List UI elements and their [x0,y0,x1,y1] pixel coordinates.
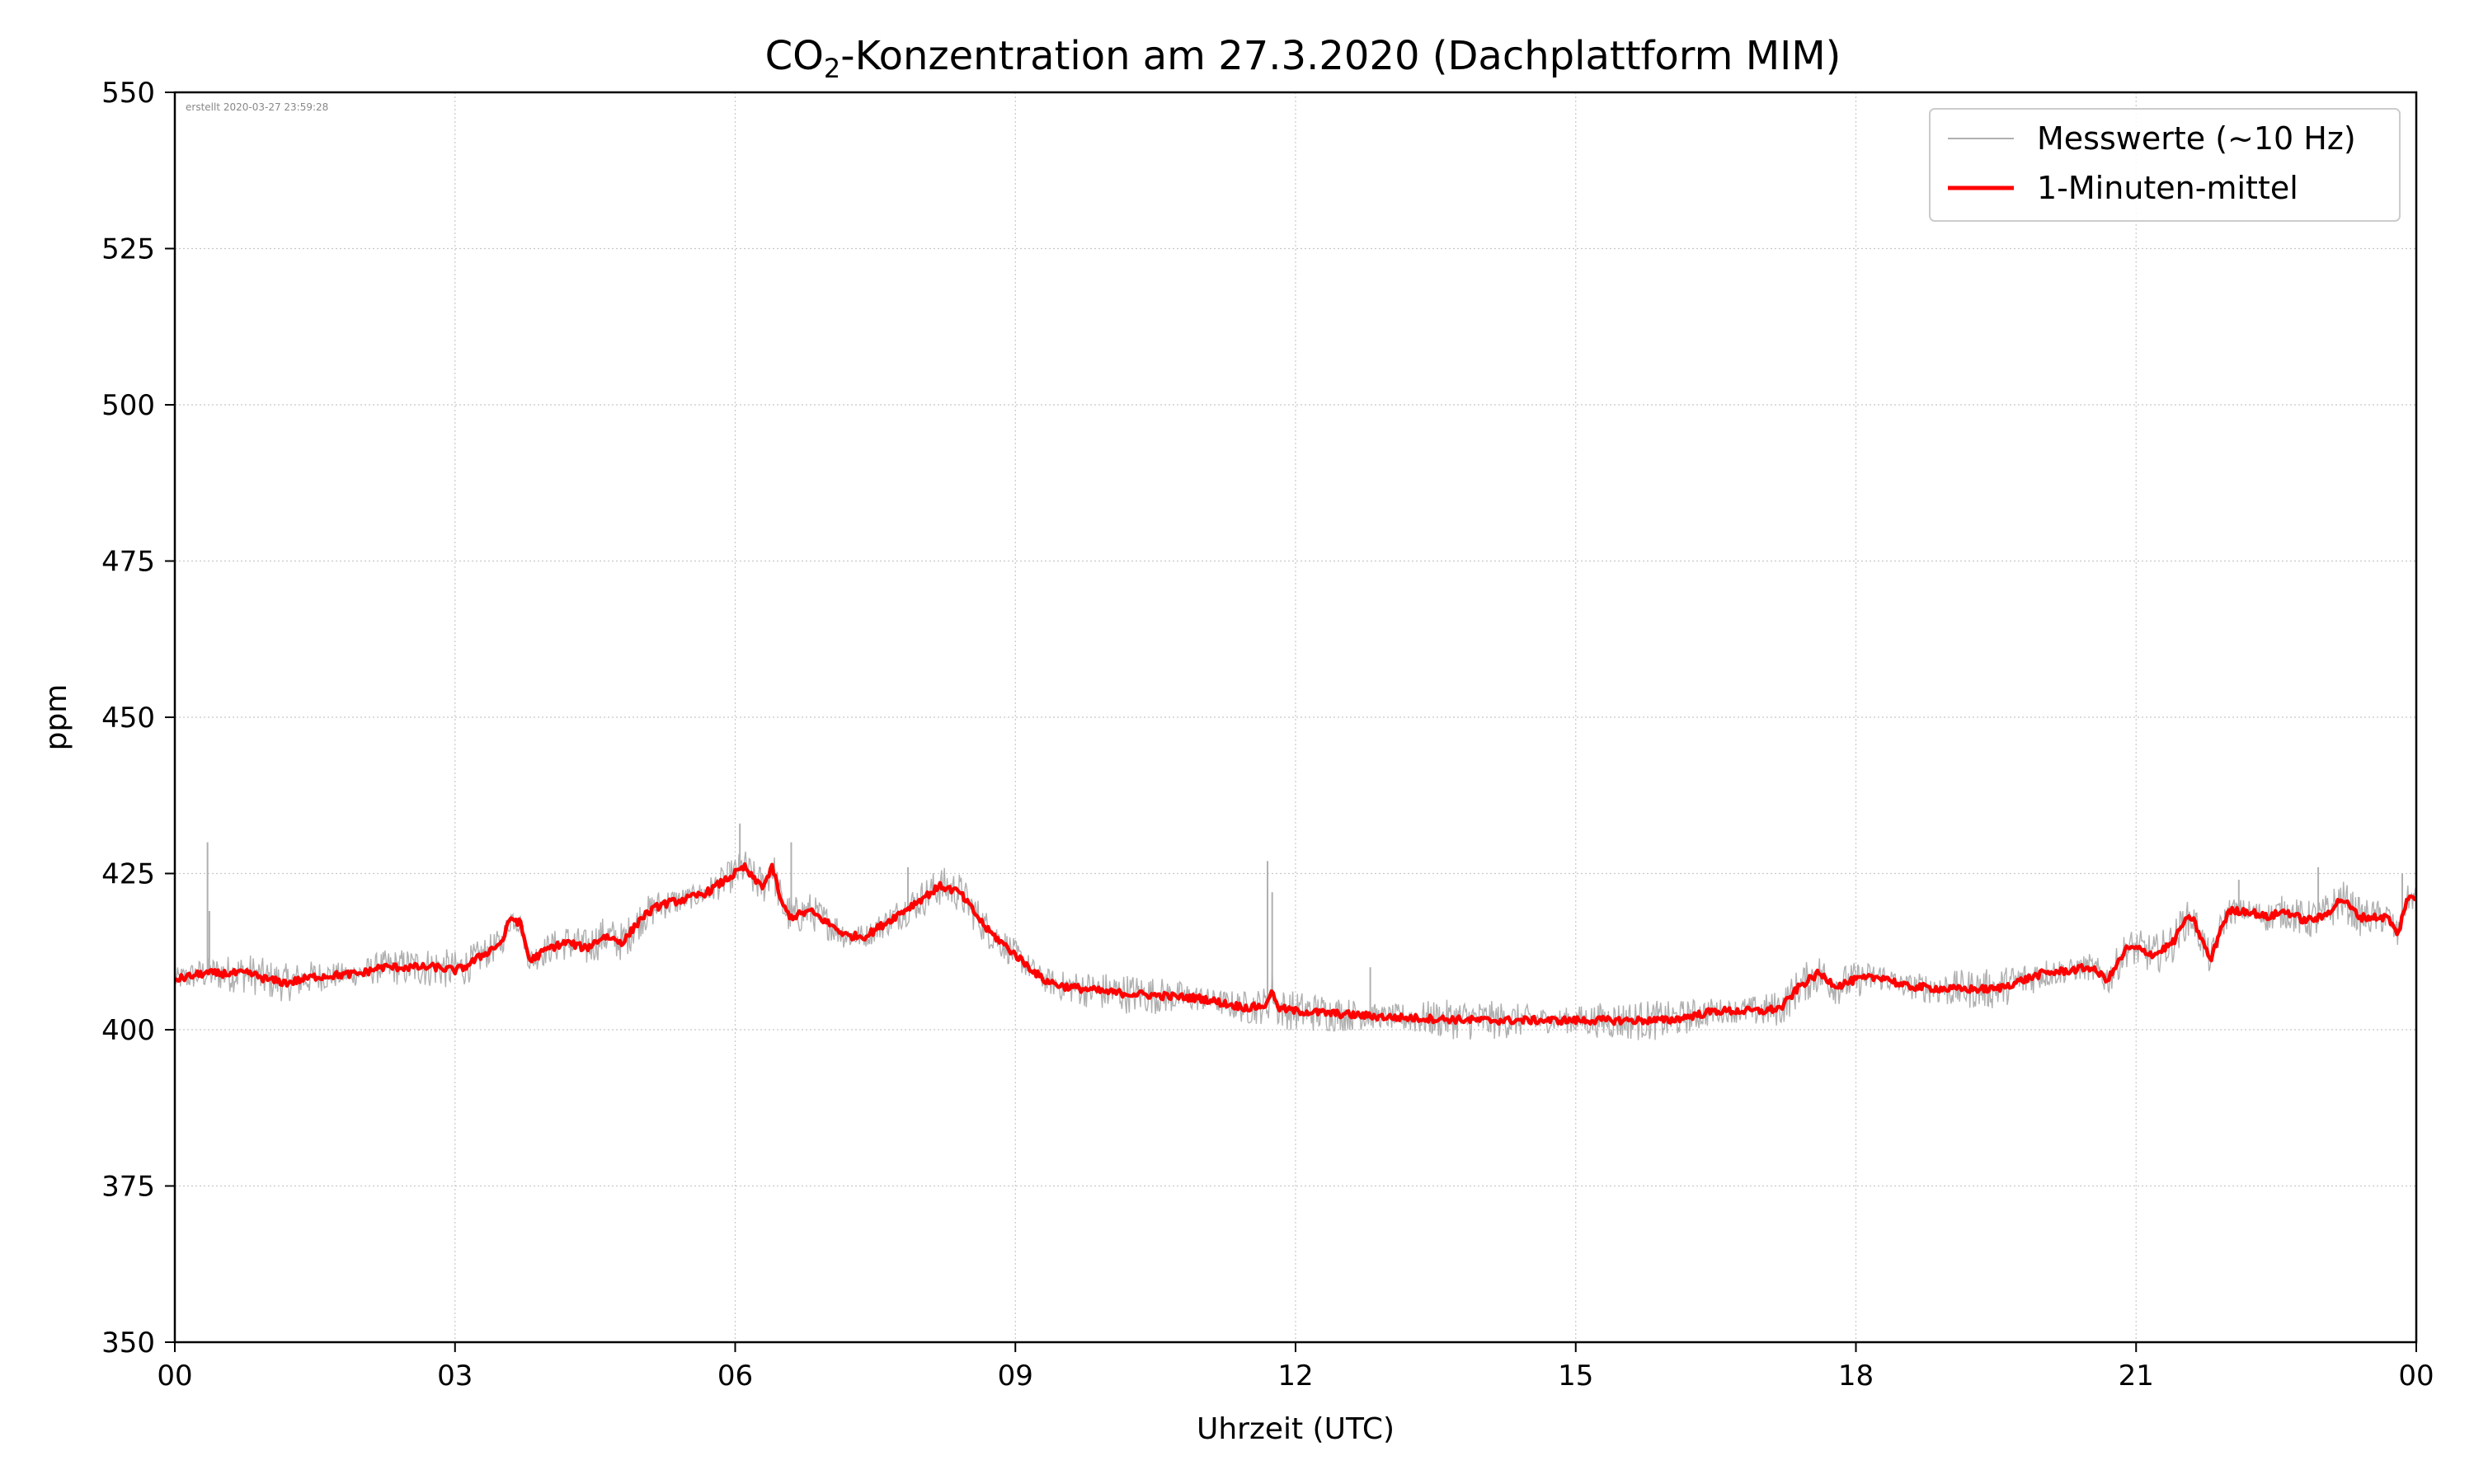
y-tick-label: 375 [101,1171,155,1204]
y-tick-label: 400 [101,1014,155,1047]
chart-title: CO2-Konzentration am 27.3.2020 (Dachplat… [765,33,1841,84]
x-axis-ticks: 00 03 06 09 12 15 18 21 00 [157,1342,2434,1392]
x-tick-label: 06 [717,1360,753,1392]
x-tick-label: 12 [1277,1360,1313,1392]
mean-series-line [174,862,2418,1026]
y-axis-ticks: 350 375 400 425 450 475 500 525 550 [101,77,175,1360]
y-tick-label: 525 [101,233,155,266]
y-tick-label: 425 [101,858,155,891]
y-tick-label: 500 [101,389,155,422]
mean-series-layer [174,862,2418,1026]
y-tick-label: 450 [101,702,155,735]
legend-label-raw: Messwerte (~10 Hz) [2037,120,2356,157]
y-tick-label: 350 [101,1327,155,1360]
x-tick-label: 21 [2119,1360,2154,1392]
y-axis-label: ppm [40,684,73,751]
x-tick-label: 00 [2398,1360,2434,1392]
created-timestamp: erstellt 2020-03-27 23:59:28 [186,101,328,113]
legend: Messwerte (~10 Hz) 1-Minuten-mittel [1929,108,2401,222]
x-tick-label: 18 [1838,1360,1874,1392]
x-tick-label: 00 [157,1360,192,1392]
legend-label-mean: 1-Minuten-mittel [2037,170,2298,206]
x-tick-label: 15 [1558,1360,1593,1392]
legend-box [1929,108,2401,222]
y-tick-label: 475 [101,546,155,579]
y-tick-label: 550 [101,77,155,110]
x-tick-label: 03 [437,1360,473,1392]
x-tick-label: 09 [998,1360,1033,1392]
x-axis-label: Uhrzeit (UTC) [1197,1412,1395,1446]
